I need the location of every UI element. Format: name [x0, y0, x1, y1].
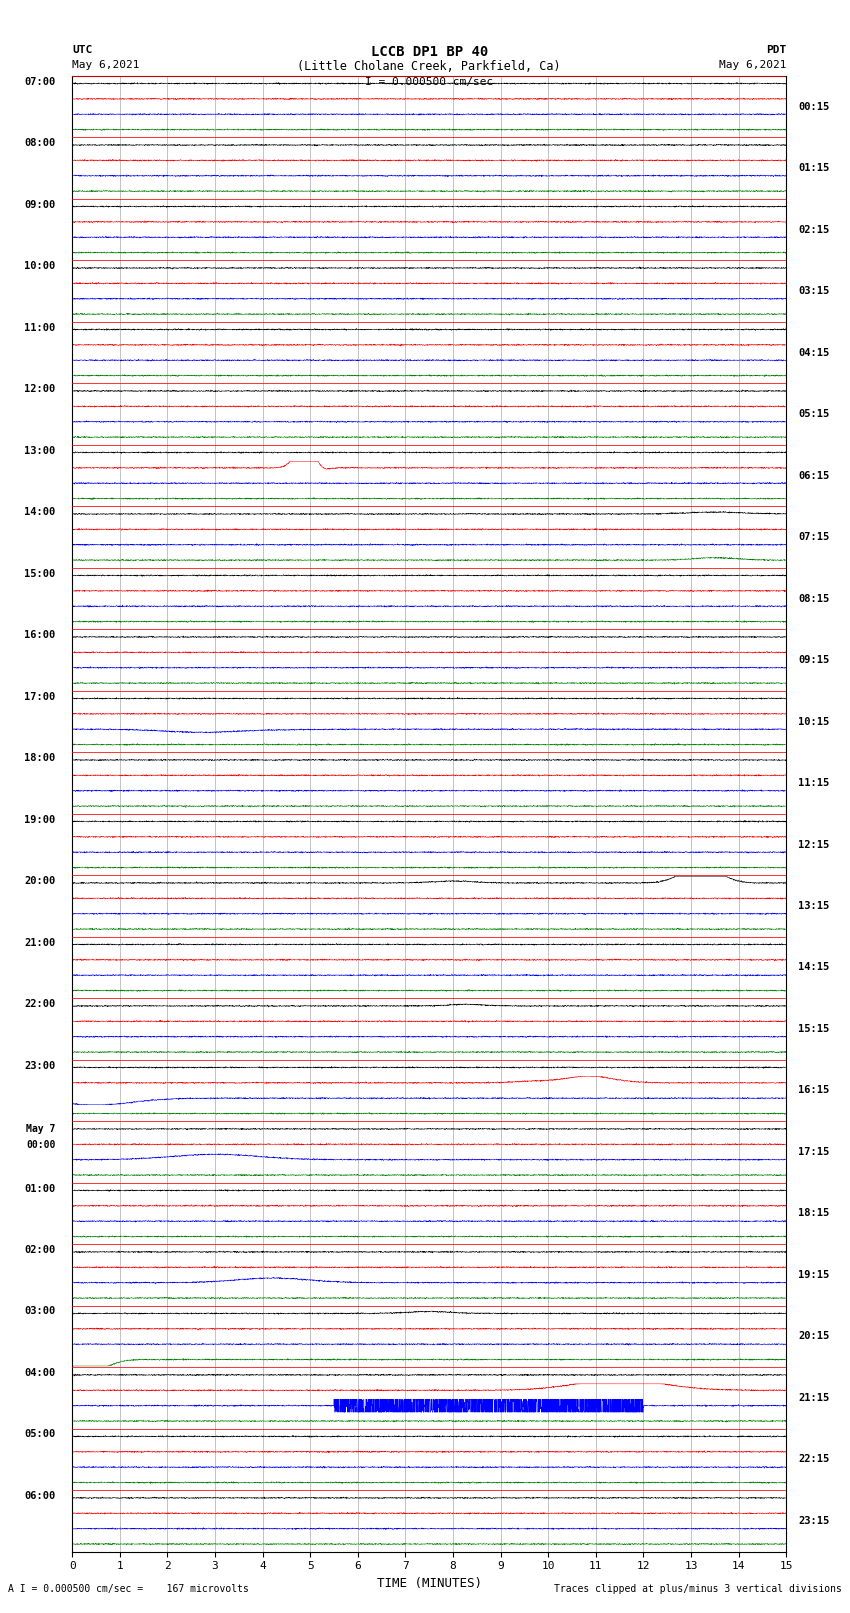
Text: May 6,2021: May 6,2021 — [719, 60, 786, 69]
Text: 01:00: 01:00 — [25, 1184, 55, 1194]
Text: 04:15: 04:15 — [798, 347, 830, 358]
Text: May 6,2021: May 6,2021 — [72, 60, 139, 69]
Text: 22:15: 22:15 — [798, 1455, 830, 1465]
Text: 15:00: 15:00 — [25, 568, 55, 579]
Text: Traces clipped at plus/minus 3 vertical divisions: Traces clipped at plus/minus 3 vertical … — [553, 1584, 842, 1594]
Text: 20:15: 20:15 — [798, 1331, 830, 1342]
Text: 09:15: 09:15 — [798, 655, 830, 665]
Text: 14:00: 14:00 — [25, 506, 55, 518]
Text: 06:00: 06:00 — [25, 1490, 55, 1502]
Text: 20:00: 20:00 — [25, 876, 55, 886]
Text: 08:15: 08:15 — [798, 594, 830, 603]
Text: 07:15: 07:15 — [798, 532, 830, 542]
Text: 14:15: 14:15 — [798, 963, 830, 973]
Text: 19:00: 19:00 — [25, 815, 55, 824]
Text: A I = 0.000500 cm/sec =    167 microvolts: A I = 0.000500 cm/sec = 167 microvolts — [8, 1584, 249, 1594]
X-axis label: TIME (MINUTES): TIME (MINUTES) — [377, 1578, 482, 1590]
Text: 23:00: 23:00 — [25, 1060, 55, 1071]
Text: 11:00: 11:00 — [25, 323, 55, 332]
Text: 15:15: 15:15 — [798, 1024, 830, 1034]
Text: 10:00: 10:00 — [25, 261, 55, 271]
Text: 04:00: 04:00 — [25, 1368, 55, 1378]
Text: 03:15: 03:15 — [798, 286, 830, 297]
Text: 10:15: 10:15 — [798, 716, 830, 726]
Text: 18:00: 18:00 — [25, 753, 55, 763]
Text: 16:00: 16:00 — [25, 631, 55, 640]
Text: 00:00: 00:00 — [26, 1140, 55, 1150]
Text: 12:15: 12:15 — [798, 839, 830, 850]
Text: 17:15: 17:15 — [798, 1147, 830, 1157]
Text: 02:15: 02:15 — [798, 224, 830, 234]
Text: 06:15: 06:15 — [798, 471, 830, 481]
Text: PDT: PDT — [766, 45, 786, 55]
Text: 00:15: 00:15 — [798, 102, 830, 111]
Text: 19:15: 19:15 — [798, 1269, 830, 1281]
Text: 01:15: 01:15 — [798, 163, 830, 173]
Text: 18:15: 18:15 — [798, 1208, 830, 1218]
Text: 22:00: 22:00 — [25, 998, 55, 1010]
Text: LCCB DP1 BP 40: LCCB DP1 BP 40 — [371, 45, 488, 60]
Text: UTC: UTC — [72, 45, 93, 55]
Text: 16:15: 16:15 — [798, 1086, 830, 1095]
Text: 02:00: 02:00 — [25, 1245, 55, 1255]
Text: 05:15: 05:15 — [798, 410, 830, 419]
Text: 13:15: 13:15 — [798, 902, 830, 911]
Text: 13:00: 13:00 — [25, 445, 55, 455]
Text: 12:00: 12:00 — [25, 384, 55, 394]
Text: (Little Cholane Creek, Parkfield, Ca): (Little Cholane Creek, Parkfield, Ca) — [298, 60, 561, 73]
Text: 07:00: 07:00 — [25, 76, 55, 87]
Text: 21:00: 21:00 — [25, 937, 55, 947]
Text: May 7: May 7 — [26, 1124, 55, 1134]
Text: 21:15: 21:15 — [798, 1394, 830, 1403]
Text: I = 0.000500 cm/sec: I = 0.000500 cm/sec — [366, 77, 493, 87]
Text: 08:00: 08:00 — [25, 139, 55, 148]
Text: 05:00: 05:00 — [25, 1429, 55, 1439]
Text: 03:00: 03:00 — [25, 1307, 55, 1316]
Text: 11:15: 11:15 — [798, 777, 830, 789]
Text: 23:15: 23:15 — [798, 1516, 830, 1526]
Text: 17:00: 17:00 — [25, 692, 55, 702]
Text: 09:00: 09:00 — [25, 200, 55, 210]
